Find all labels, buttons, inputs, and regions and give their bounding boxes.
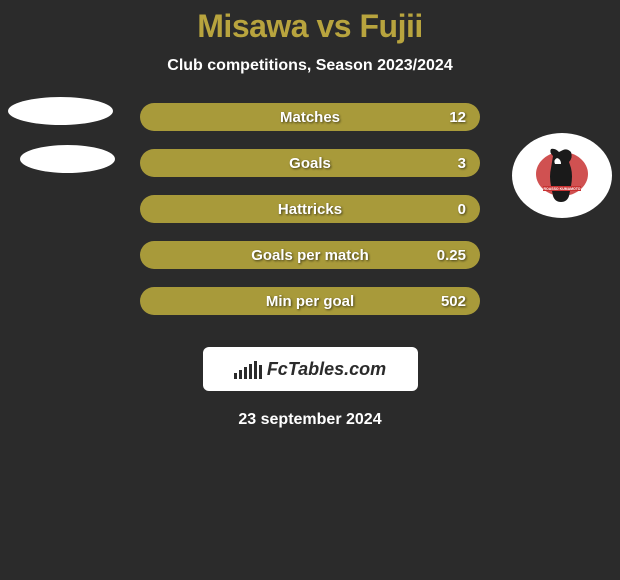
stats-section: ROASSO KUMAMOTO Matches 12 Goals 3 Hattr… — [0, 103, 620, 429]
player-badge-2 — [20, 145, 115, 173]
stat-value: 12 — [449, 109, 466, 126]
right-team-badge: ROASSO KUMAMOTO — [512, 133, 612, 218]
icon-bar — [239, 370, 242, 379]
icon-bar — [249, 364, 252, 379]
stat-row-goals-per-match: Goals per match 0.25 — [140, 241, 480, 269]
stat-value: 3 — [458, 155, 466, 172]
stat-label: Goals — [289, 155, 331, 172]
date-text: 23 september 2024 — [0, 411, 620, 429]
stat-label: Goals per match — [251, 247, 369, 264]
player-badge-1 — [8, 97, 113, 125]
team-logo-circle: ROASSO KUMAMOTO — [512, 133, 612, 218]
page-title: Misawa vs Fujii — [0, 8, 620, 45]
comparison-infographic: Misawa vs Fujii Club competitions, Seaso… — [0, 0, 620, 429]
stat-label: Hattricks — [278, 201, 342, 218]
horse-icon: ROASSO KUMAMOTO — [533, 144, 591, 208]
stat-row-goals: Goals 3 — [140, 149, 480, 177]
icon-bar — [254, 361, 257, 379]
bar-chart-icon — [234, 359, 262, 379]
brand-name: FcTables.com — [267, 359, 386, 380]
brand-badge: FcTables.com — [203, 347, 418, 391]
svg-text:ROASSO KUMAMOTO: ROASSO KUMAMOTO — [543, 187, 580, 191]
stat-row-hattricks: Hattricks 0 — [140, 195, 480, 223]
left-player-badges — [8, 97, 115, 173]
stat-label: Min per goal — [266, 293, 354, 310]
stat-rows-container: Matches 12 Goals 3 Hattricks 0 Goals per… — [140, 103, 480, 315]
stat-label: Matches — [280, 109, 340, 126]
stat-row-min-per-goal: Min per goal 502 — [140, 287, 480, 315]
stat-value: 0 — [458, 201, 466, 218]
stat-value: 0.25 — [437, 247, 466, 264]
icon-bar — [259, 365, 262, 379]
stat-value: 502 — [441, 293, 466, 310]
stat-row-matches: Matches 12 — [140, 103, 480, 131]
subtitle: Club competitions, Season 2023/2024 — [0, 57, 620, 75]
icon-bar — [244, 367, 247, 379]
icon-bar — [234, 373, 237, 379]
